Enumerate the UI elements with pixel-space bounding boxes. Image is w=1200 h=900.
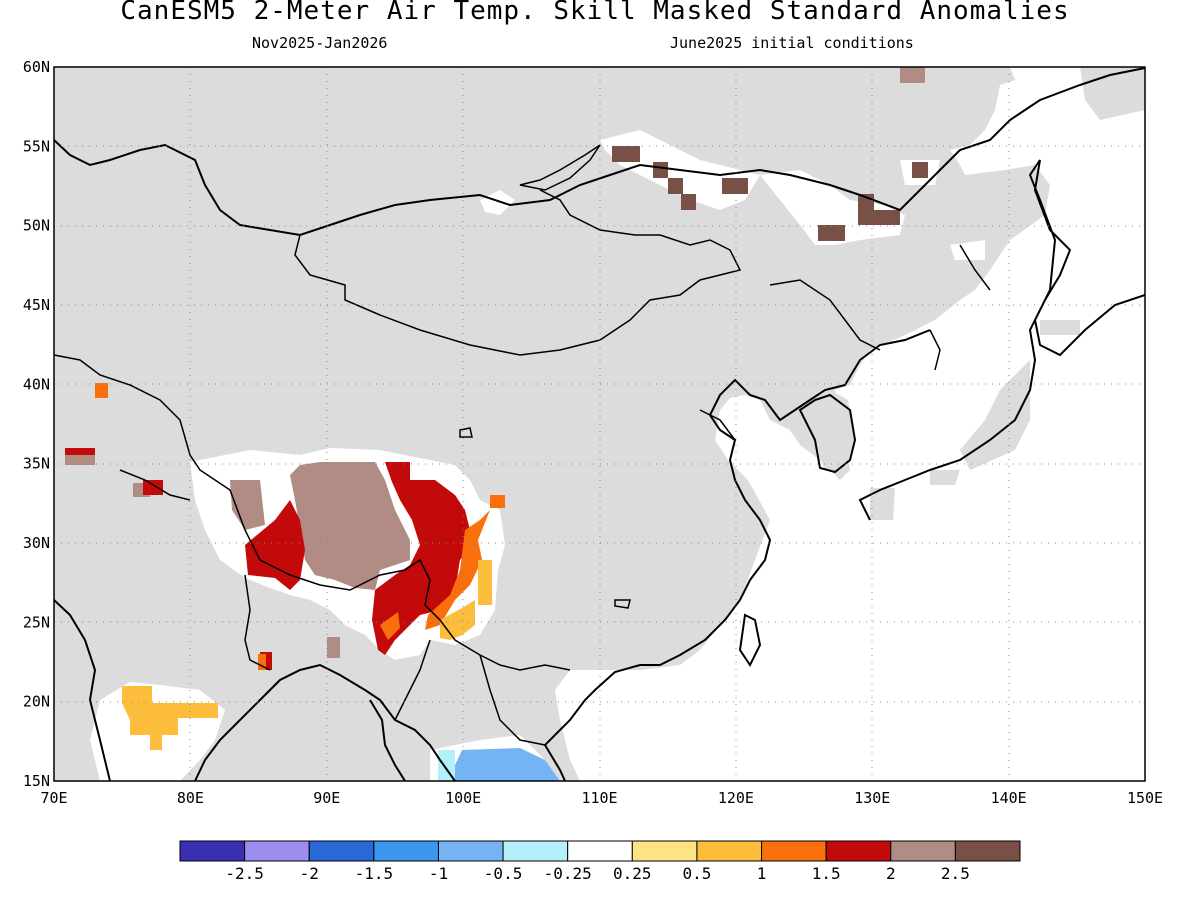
colorbar-label: -1.5	[354, 864, 394, 883]
colorbar-swatch	[631, 840, 698, 862]
forecast-period: Nov2025-Jan2026	[252, 34, 388, 52]
colorbar-swatch	[761, 840, 827, 862]
x-tick-label: 150E	[1127, 789, 1163, 807]
country-borders	[54, 189, 991, 746]
y-tick-label: 20N	[23, 693, 50, 711]
colorbar-swatch	[696, 840, 763, 862]
land-mask	[54, 67, 1050, 781]
colorbar-label: -1	[428, 864, 449, 883]
x-tick-label: 140E	[991, 789, 1027, 807]
x-tick-label: 110E	[581, 789, 617, 807]
map-title: CanESM5 2-Meter Air Temp. Skill Masked S…	[120, 0, 1070, 26]
colorbar-swatch	[567, 840, 633, 862]
colorbar-label: -2	[299, 864, 319, 883]
colorbar	[179, 840, 1021, 862]
x-tick-label: 100E	[445, 789, 481, 807]
colorbar-swatch	[308, 840, 375, 862]
colorbar-label: 2	[885, 864, 896, 883]
anomaly-cells-red	[65, 448, 470, 670]
y-tick-label: 40N	[23, 375, 50, 393]
x-tick-label: 80E	[177, 789, 204, 807]
colorbar-label: 2.5	[940, 864, 970, 883]
initial-conditions: June2025 initial conditions	[670, 34, 914, 52]
map-frame	[53, 66, 1146, 782]
neutral-patch-north	[480, 130, 760, 215]
coastlines	[54, 67, 1145, 781]
y-tick-label: 60N	[23, 58, 50, 76]
colorbar-label: 0.25	[613, 864, 652, 883]
colorbar-swatch	[502, 840, 569, 862]
anomaly-cells-blue	[438, 748, 560, 781]
lat-lon-grid	[54, 67, 1145, 781]
colorbar-label: -2.5	[225, 864, 264, 883]
x-axis-ticks: 70E 80E 90E 100E 110E 120E 130E 140E 150E	[40, 789, 1163, 807]
colorbar-swatch	[825, 840, 892, 862]
colorbar-label: 1.5	[811, 864, 841, 883]
colorbar-swatch	[179, 840, 246, 862]
colorbar-swatch	[244, 840, 310, 862]
x-tick-label: 120E	[718, 789, 754, 807]
y-tick-label: 55N	[23, 137, 50, 155]
colorbar-label: 1	[756, 864, 767, 883]
colorbar-label: -0.5	[483, 864, 523, 883]
colorbar-label: 0.5	[682, 864, 712, 883]
y-tick-label: 35N	[23, 455, 50, 473]
anomaly-cells-orange	[95, 383, 505, 670]
colorbar-swatch	[437, 840, 504, 862]
y-tick-label: 45N	[23, 296, 50, 314]
land-japan	[870, 320, 1080, 520]
x-tick-label: 130E	[854, 789, 890, 807]
y-tick-label: 15N	[23, 772, 50, 790]
colorbar-swatch	[890, 840, 956, 862]
x-tick-label: 70E	[40, 789, 67, 807]
colorbar-swatch	[954, 840, 1021, 862]
y-tick-label: 30N	[23, 534, 50, 552]
y-axis-ticks: 15N 20N 25N 30N 35N 40N 45N 50N 55N 60N	[23, 58, 50, 790]
y-tick-label: 25N	[23, 613, 50, 631]
x-tick-label: 90E	[313, 789, 340, 807]
colorbar-swatch	[373, 840, 439, 862]
colorbar-label: -0.25	[543, 864, 592, 883]
anomaly-cells-darkbrown	[612, 146, 928, 241]
map-plot-area	[54, 67, 1145, 781]
y-tick-label: 50N	[23, 217, 50, 235]
